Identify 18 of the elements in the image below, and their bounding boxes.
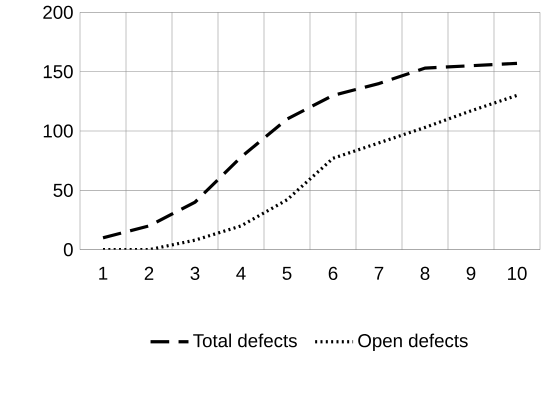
legend-label: Open defects xyxy=(358,334,468,351)
x-tick-label: 3 xyxy=(190,266,200,280)
y-tick-label: 100 xyxy=(44,124,73,138)
y-tick-label: 150 xyxy=(44,65,73,78)
x-tick-label: 8 xyxy=(420,266,430,280)
x-tick-label: 2 xyxy=(144,266,154,280)
x-tick-label: 5 xyxy=(282,266,292,280)
x-tick-label: 9 xyxy=(466,266,476,280)
x-tick-label: 1 xyxy=(99,266,108,280)
x-tick-label: 7 xyxy=(374,266,384,280)
line-series xyxy=(101,62,519,240)
y-tick-label: 200 xyxy=(43,6,73,19)
legend-label: Total defects xyxy=(193,334,297,348)
x-tick-label: 6 xyxy=(328,266,338,280)
x-tick-label: 4 xyxy=(236,266,246,280)
y-tick-label: 50 xyxy=(54,184,73,197)
y-tick-label: 0 xyxy=(64,243,73,256)
x-tick-label: 10 xyxy=(508,266,527,280)
